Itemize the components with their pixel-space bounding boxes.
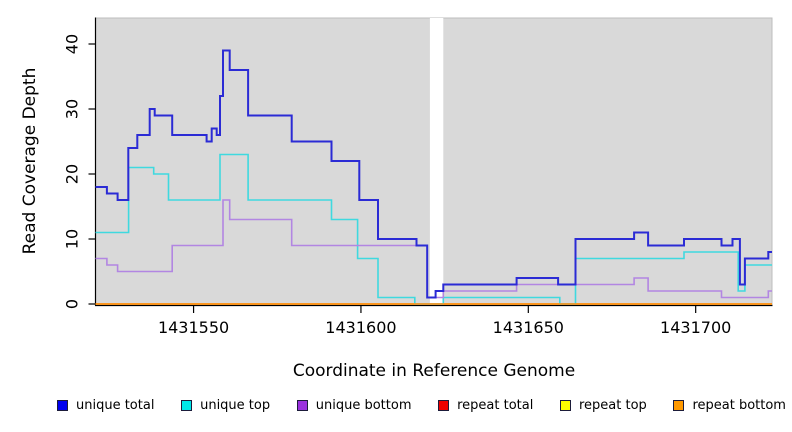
- legend-label: unique top: [200, 397, 271, 413]
- y-tick-label: 20: [63, 164, 82, 184]
- legend-item-repeat-bottom: repeat bottom: [673, 398, 786, 413]
- x-tick-label: 1431700: [660, 318, 731, 337]
- legend-swatch-repeat-bottom: [673, 399, 685, 411]
- legend-swatch-unique-bottom: [296, 399, 308, 411]
- legend-label: unique total: [76, 397, 155, 413]
- x-tick-label: 1431600: [325, 318, 396, 337]
- legend-swatch-repeat-top: [560, 399, 571, 411]
- legend: unique total unique top unique bottom re…: [0, 394, 792, 416]
- x-tick-label: 1431650: [493, 318, 564, 337]
- series-unique-total: [95, 49, 772, 299]
- y-tick-label: 40: [63, 34, 82, 54]
- y-tick-label: 10: [63, 229, 82, 249]
- legend-item-unique-total: unique total: [57, 398, 154, 413]
- legend-label: repeat top: [579, 397, 647, 413]
- plot-area: 0 10 20 30 40 1431550 1431600 1431650 1431700: [63, 17, 773, 337]
- series-unique-top: [95, 153, 772, 305]
- legend-swatch-repeat-total: [438, 399, 450, 411]
- legend-label: unique bottom: [315, 397, 412, 413]
- legend-swatch-unique-total: [57, 399, 68, 411]
- x-tick-label: 1431550: [158, 318, 229, 337]
- legend-label: repeat bottom: [692, 397, 786, 413]
- legend-item-repeat-total: repeat total: [438, 398, 533, 413]
- x-axis-title: Coordinate in Reference Genome: [292, 361, 576, 381]
- coverage-gap: [429, 18, 444, 305]
- legend-item-unique-top: unique top: [181, 398, 270, 413]
- legend-label: repeat total: [457, 397, 534, 413]
- y-tick-label: 30: [63, 99, 82, 119]
- legend-item-unique-bottom: unique bottom: [296, 397, 412, 413]
- legend-item-repeat-top: repeat top: [560, 398, 647, 413]
- y-axis-title: Read Coverage Depth: [20, 67, 40, 255]
- legend-swatch-unique-top: [181, 399, 193, 411]
- y-tick-label: 0: [63, 299, 82, 309]
